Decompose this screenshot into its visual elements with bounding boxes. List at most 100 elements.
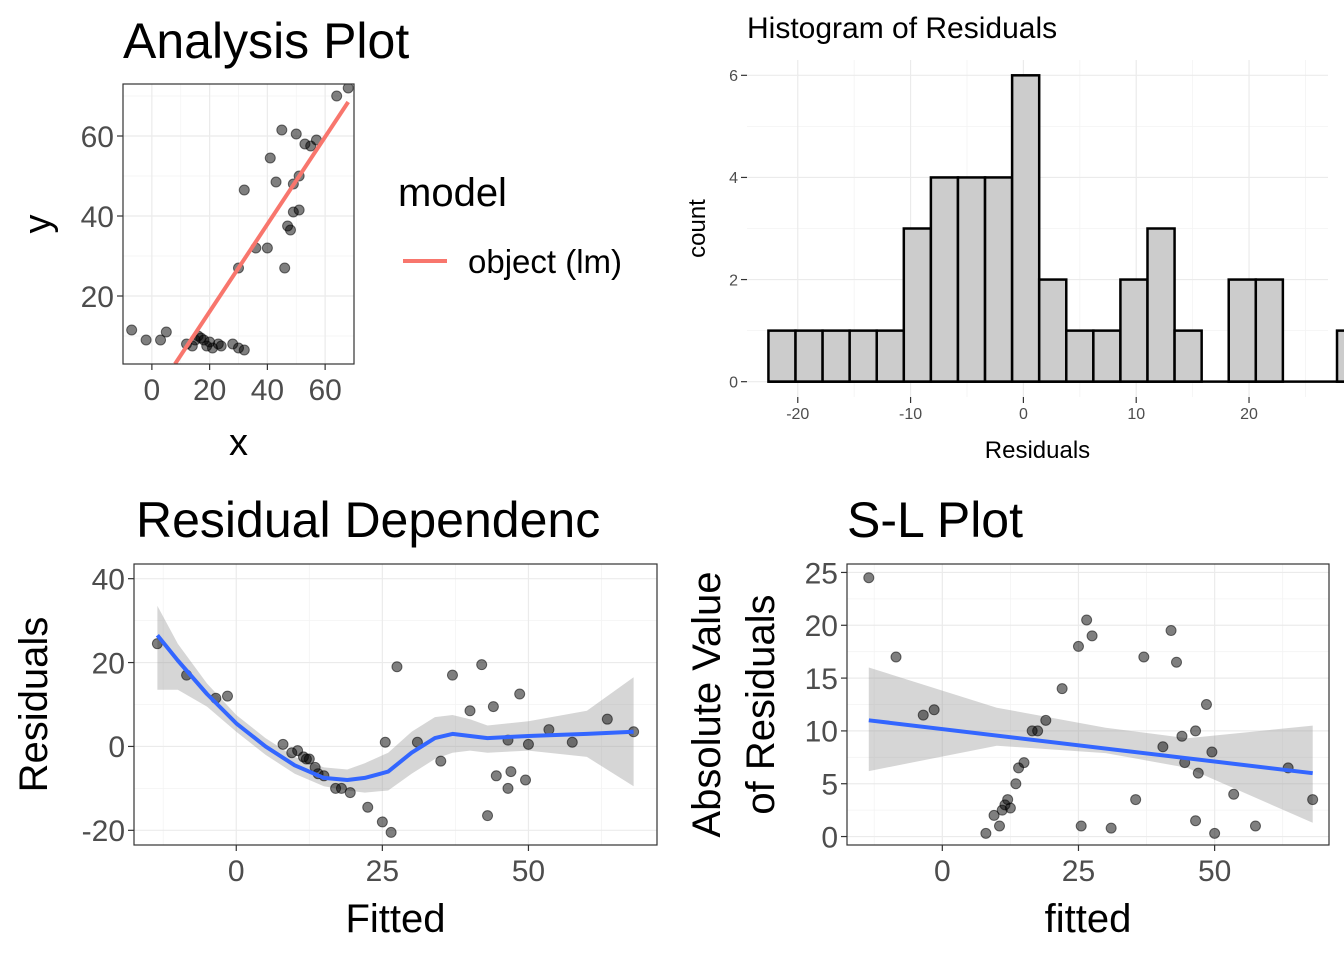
histogram-bar [1254,278,1285,383]
y-tick-label: 15 [805,663,838,696]
histogram-bar [929,176,960,383]
y-tick-label: 60 [81,121,114,154]
x-tick-label: -20 [786,406,809,423]
data-point [1075,820,1087,832]
data-point [303,753,315,765]
x-tick-label: 25 [366,855,399,888]
histogram-bar [1037,278,1068,383]
x-tick-label: 20 [1240,406,1258,423]
data-point [1209,827,1221,839]
data-point [487,701,499,713]
y-axis-label-line: of Residuals [739,594,783,814]
data-point [1056,683,1068,695]
data-point [261,242,273,254]
y-tick-label: 5 [821,769,838,802]
data-point [215,340,227,352]
data-point [284,224,296,236]
data-point [238,184,250,196]
data-point [917,709,929,721]
x-tick-label: 25 [1062,855,1095,888]
x-tick-label: 0 [1019,406,1028,423]
data-point [290,128,302,140]
data-point [238,344,250,356]
panel-border [846,563,1330,846]
histogram-bar [767,329,797,383]
histogram-bar [1335,329,1344,383]
histogram-bar [1065,329,1095,383]
data-point [1105,822,1117,834]
data-point [1190,815,1202,827]
y-tick-label: 0 [108,731,125,764]
x-tick-label: 60 [308,374,341,407]
y-tick-label: 0 [821,821,838,854]
data-point [890,651,902,663]
data-point [1138,651,1150,663]
data-point [988,809,1000,821]
x-tick-label: 40 [251,374,284,407]
chart-title: S-L Plot [847,492,1023,548]
y-tick-label: 6 [729,68,738,85]
data-point [1176,730,1188,742]
scale-location-panel: 0 25 50 0 5 10 15 20 25 S-L Plot fitted Absolute Va… [685,492,1330,941]
histogram-bar [875,329,906,383]
x-tick-label: -10 [899,406,922,423]
y-axis-label: Residuals [12,617,56,793]
data-point [1010,778,1022,790]
data-point [160,326,172,338]
histogram-bar [1092,329,1122,383]
data-point [1081,614,1093,626]
data-point [344,787,356,799]
x-tick-label: 20 [193,374,226,407]
x-tick-label: 50 [1198,855,1231,888]
data-point [993,820,1005,832]
y-axis-label: Absolute Value of Residuals [685,571,783,837]
smooth-line [155,634,634,782]
x-tick-label: 0 [228,855,245,888]
x-axis-label: Fitted [345,897,445,941]
residual-dependence-panel: 0 25 50 -20 0 20 40 Residual Dependenc Fitted Res… [12,492,658,941]
x-tick-label: 0 [934,855,951,888]
y-tick-label: 40 [92,563,125,596]
data-point [391,661,403,673]
data-point [335,782,347,794]
data-point [385,826,397,838]
y-tick-label: 4 [729,170,738,187]
data-point [505,766,517,778]
data-point [276,124,288,136]
data-point [379,736,391,748]
data-layer [126,84,354,364]
y-tick-label: 40 [81,201,114,234]
data-point [476,659,488,671]
data-point [1190,725,1202,737]
data-point [928,704,940,716]
data-point [1307,794,1319,806]
y-tick-label: 2 [729,272,738,289]
data-point [1086,630,1098,642]
data-point [140,334,152,346]
data-point [277,738,289,750]
data-point [1040,714,1052,726]
confidence-band [157,605,634,793]
data-point [342,84,354,94]
fit-line [173,100,350,364]
data-point [980,827,992,839]
chart-title: Residual Dependenc [136,492,600,548]
data-point [1018,757,1030,769]
data-point [1004,802,1016,814]
data-point [293,204,305,216]
y-axis-label: y [17,215,59,234]
histogram-bar [848,329,878,383]
y-tick-label: 10 [805,716,838,749]
data-point [502,782,514,794]
x-axis-label: x [229,422,248,464]
data-point [270,176,282,188]
data-point [1249,820,1261,832]
data-point [1171,656,1183,668]
data-point [482,810,494,822]
chart-title: Histogram of Residuals [747,12,1057,45]
data-point [331,90,343,102]
histogram-bar [1146,227,1176,383]
histogram-bar [1173,329,1203,383]
data-point [1032,725,1044,737]
